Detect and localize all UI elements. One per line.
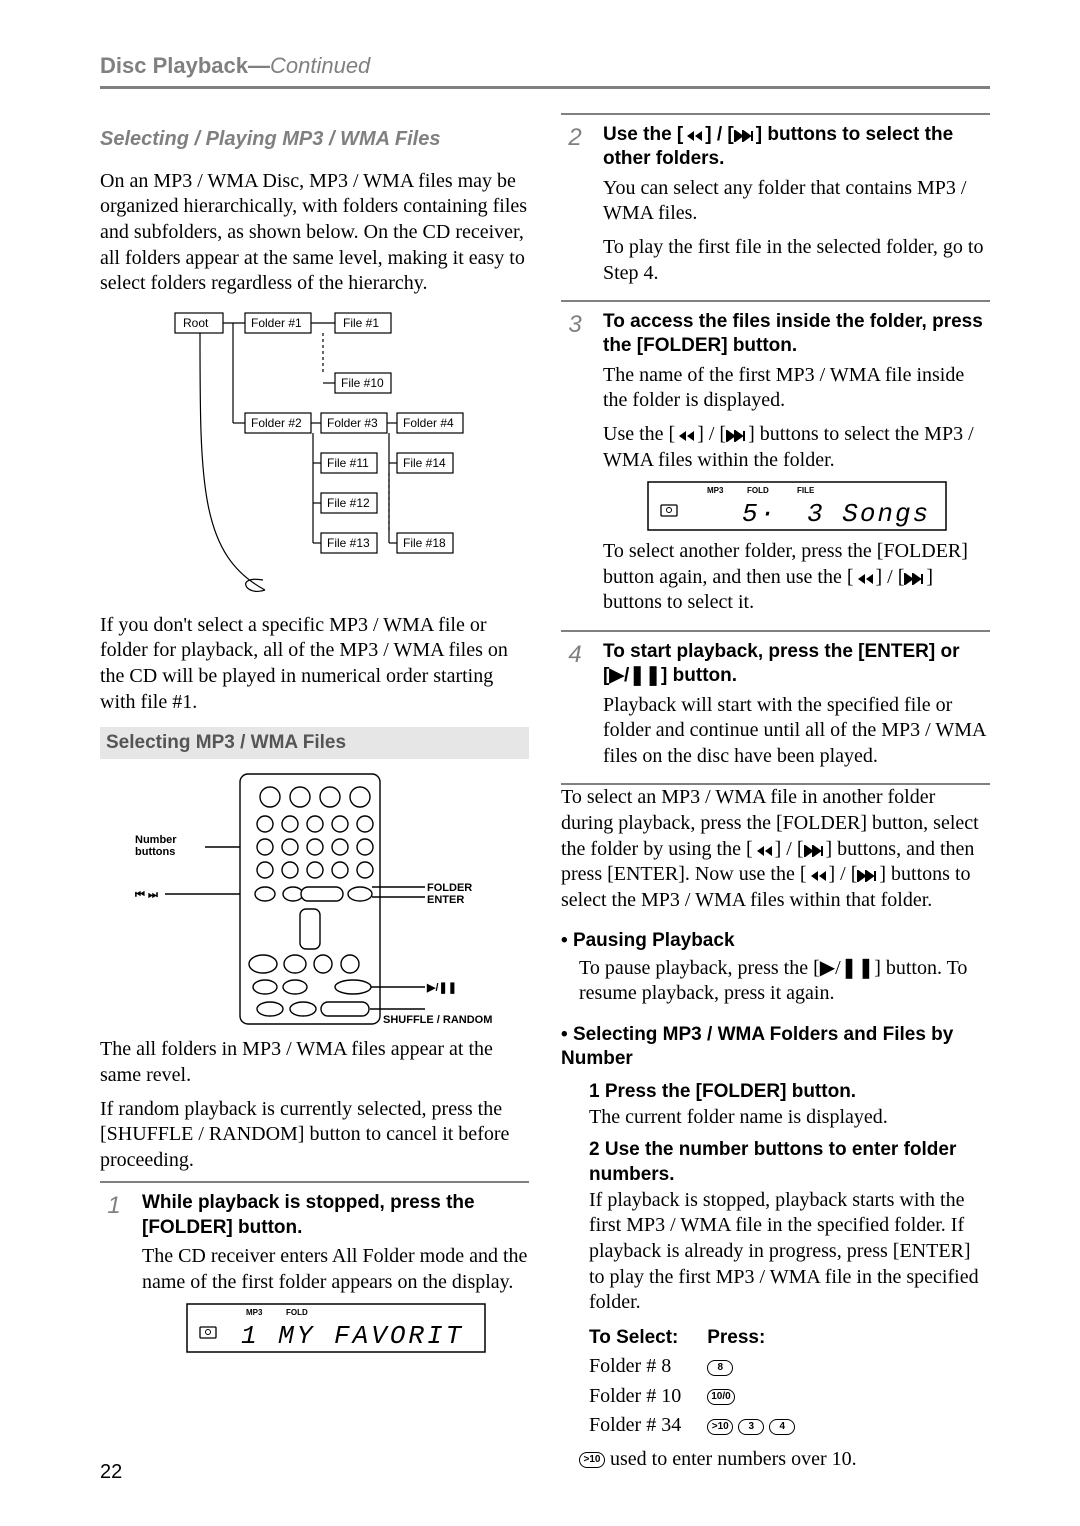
pausing-body: To pause playback, press the [▶/❚❚] butt…: [561, 956, 990, 1007]
table-row: Folder # 8 8: [589, 1352, 821, 1382]
step-4: 4 To start playback, press the [ENTER] o…: [561, 630, 990, 785]
next-icon: [904, 573, 926, 585]
key-button: 3: [738, 1419, 764, 1435]
next-icon: [734, 130, 756, 142]
after-diagram-paragraph: If you don't select a specific MP3 / WMA…: [100, 613, 529, 715]
heading-pausing: Pausing Playback: [561, 929, 990, 953]
after-steps-paragraph: To select an MP3 / WMA file in another f…: [561, 785, 990, 913]
step-3-title: To access the files inside the folder, p…: [603, 310, 990, 359]
page-number: 22: [100, 1460, 122, 1486]
next-icon: [726, 430, 748, 442]
svg-text:Folder #2: Folder #2: [251, 416, 302, 430]
heading-selecting-files: Selecting MP3 / WMA Files: [100, 727, 529, 759]
label-number-buttons: Numberbuttons: [135, 834, 177, 858]
key-button: 8: [707, 1360, 733, 1376]
step-4-title: To start playback, press the [ENTER] or …: [603, 640, 990, 689]
bynum-1-body: The current folder name is displayed.: [589, 1105, 990, 1131]
svg-text:Root: Root: [183, 316, 209, 330]
step-2-body-2: To play the first file in the selected f…: [603, 235, 990, 286]
step-1-title: While playback is stopped, press the [FO…: [142, 1191, 529, 1240]
key-button: >10: [579, 1452, 605, 1468]
svg-text:Folder #3: Folder #3: [327, 416, 378, 430]
label-skip: ⏮ ⏭: [135, 889, 158, 901]
svg-text:FILE: FILE: [797, 486, 815, 495]
th-select: To Select:: [589, 1324, 707, 1352]
select-table: To Select:Press: Folder # 8 8 Folder # 1…: [589, 1324, 821, 1441]
by-number-list: 1 Press the [FOLDER] button. The current…: [561, 1079, 990, 1315]
lcd-step-3: MP3 FOLD FILE 5· 3 Songs: [647, 481, 947, 531]
label-playpause: ▶/❚❚: [426, 982, 457, 994]
svg-text:3 Songs: 3 Songs: [807, 499, 930, 529]
right-column: 2 Use the [] / [] buttons to select the …: [561, 113, 990, 1480]
svg-text:Folder #1: Folder #1: [251, 316, 302, 330]
label-enter: ENTER: [427, 894, 464, 906]
svg-text:FOLD: FOLD: [747, 486, 769, 495]
heading-by-number: Selecting MP3 / WMA Folders and Files by…: [561, 1023, 990, 1072]
svg-text:File #14: File #14: [403, 456, 446, 470]
step-2-number: 2: [561, 123, 589, 294]
table-row: Folder # 34 >10 3 4: [589, 1411, 821, 1441]
after-remote-2: If random playback is currently selected…: [100, 1097, 529, 1174]
step-3-number: 3: [561, 310, 589, 624]
section-header: Disc Playback—Continued: [100, 52, 990, 89]
svg-text:File #13: File #13: [327, 536, 370, 550]
over-10-note: >10 used to enter numbers over 10.: [561, 1447, 990, 1473]
th-press: Press:: [707, 1324, 821, 1352]
prev-icon: [683, 130, 705, 142]
label-shuffle: SHUFFLE / RANDOM: [383, 1014, 492, 1026]
key-button: 4: [769, 1419, 795, 1435]
lcd-step-1: MP3 FOLD 1 MY FAVORIT: [186, 1303, 486, 1353]
left-column: Selecting / Playing MP3 / WMA Files On a…: [100, 113, 529, 1480]
heading-selecting-playing: Selecting / Playing MP3 / WMA Files: [100, 127, 529, 153]
svg-text:FOLD: FOLD: [286, 1308, 308, 1317]
remote-control-diagram: .rb { fill:#fff; stroke:#000; stroke-wid…: [125, 769, 505, 1029]
after-remote-1: The all folders in MP3 / WMA files appea…: [100, 1037, 529, 1088]
prev-icon: [807, 870, 829, 882]
step-2-title: Use the [] / [] buttons to select the ot…: [603, 123, 990, 172]
step-3-body-2: Use the [] / [] buttons to select the MP…: [603, 422, 990, 473]
svg-text:5·: 5·: [742, 499, 777, 529]
table-row: Folder # 10 10/0: [589, 1382, 821, 1412]
folder-tree-diagram: .bx { fill:#fff; stroke:#000; stroke-wid…: [145, 305, 485, 605]
step-4-number: 4: [561, 640, 589, 777]
prev-icon: [753, 845, 775, 857]
svg-text:Folder #4: Folder #4: [403, 416, 454, 430]
section-title: Disc Playback—: [100, 53, 270, 78]
key-button: >10: [707, 1419, 733, 1435]
bynum-2-title: Use the number buttons to enter folder n…: [589, 1139, 956, 1186]
svg-text:MP3: MP3: [707, 486, 724, 495]
step-2-body-1: You can select any folder that contains …: [603, 176, 990, 227]
step-1: 1 While playback is stopped, press the […: [100, 1181, 529, 1367]
section-continued: Continued: [270, 53, 370, 78]
step-3-body-3: To select another folder, press the [FOL…: [603, 539, 990, 616]
svg-text:File #10: File #10: [341, 376, 384, 390]
step-3: 3 To access the files inside the folder,…: [561, 300, 990, 630]
step-1-body: The CD receiver enters All Folder mode a…: [142, 1244, 529, 1295]
svg-text:1 MY FAVORIT: 1 MY FAVORIT: [241, 1321, 464, 1351]
step-4-body: Playback will start with the specified f…: [603, 693, 990, 770]
svg-text:File #1: File #1: [343, 316, 379, 330]
bynum-1-title: Press the [FOLDER] button.: [605, 1081, 856, 1102]
step-2: 2 Use the [] / [] buttons to select the …: [561, 113, 990, 300]
next-icon: [857, 870, 879, 882]
svg-text:File #12: File #12: [327, 496, 370, 510]
step-3-body-1: The name of the first MP3 / WMA file ins…: [603, 363, 990, 414]
prev-icon: [854, 573, 876, 585]
step-1-number: 1: [100, 1191, 128, 1361]
label-folder: FOLDER: [427, 882, 472, 894]
next-icon: [804, 845, 826, 857]
prev-icon: [675, 430, 697, 442]
svg-text:File #18: File #18: [403, 536, 446, 550]
intro-paragraph: On an MP3 / WMA Disc, MP3 / WMA files ma…: [100, 169, 529, 297]
svg-text:MP3: MP3: [246, 1308, 263, 1317]
key-button: 10/0: [707, 1389, 734, 1405]
bynum-2-body: If playback is stopped, playback starts …: [589, 1188, 990, 1316]
svg-text:File #11: File #11: [327, 456, 369, 470]
